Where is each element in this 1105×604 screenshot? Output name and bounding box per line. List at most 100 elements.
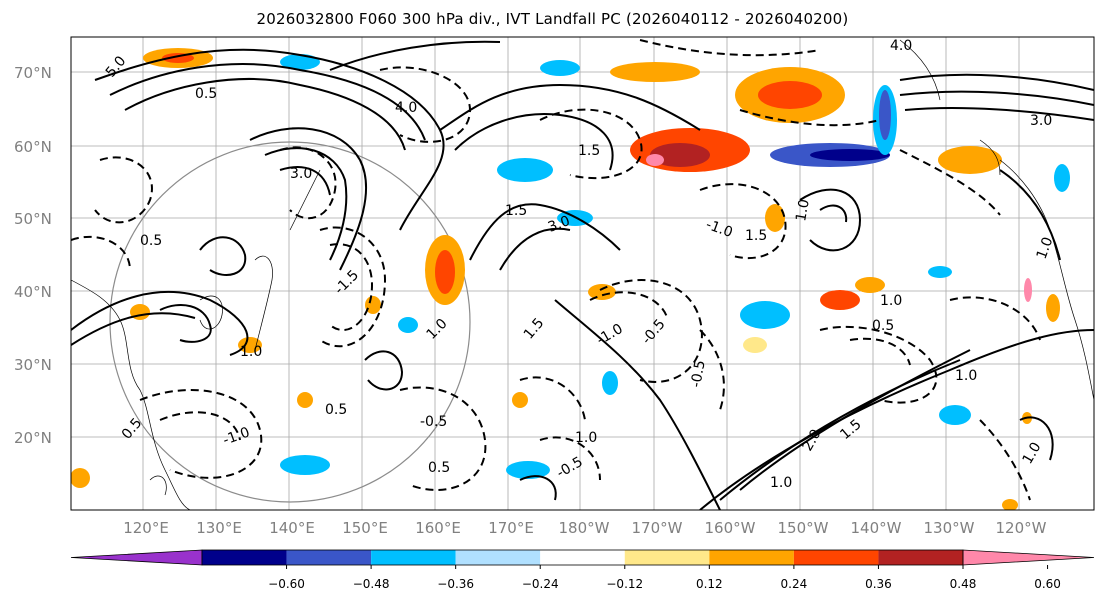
lon-tick-label: 130°E <box>196 519 242 537</box>
colorbar-outline <box>201 549 964 566</box>
contour-label: 1.0 <box>955 368 977 384</box>
colorbar-extend-max <box>962 549 1095 566</box>
colorbar-swatch <box>202 550 287 565</box>
lat-tick-label: 30°N <box>14 356 52 374</box>
lon-tick-label: 150°E <box>342 519 388 537</box>
contour-label: 0.5 <box>872 318 894 334</box>
fill-blob <box>820 290 860 310</box>
contour-dashed <box>71 39 1041 501</box>
fill-blob <box>646 154 664 166</box>
contour-solid <box>71 40 1094 510</box>
fill-blob <box>398 317 418 333</box>
contour-label: 3.0 <box>546 213 572 236</box>
contour-label: 0.5 <box>140 233 162 249</box>
fill-blob <box>1024 278 1032 302</box>
lon-tick-label: 160°W <box>705 519 756 537</box>
contour-label: -0.5 <box>420 414 447 430</box>
contour-label: 0.5 <box>325 402 347 418</box>
lon-tick-label: 160°E <box>415 519 461 537</box>
colorbar-tick-label: −0.36 <box>437 577 474 591</box>
colorbar-tick-label: 0.48 <box>950 577 977 591</box>
contour-label: 1.0 <box>575 430 597 446</box>
fill-blob <box>879 90 891 140</box>
fill-blob <box>506 461 550 479</box>
contour-label: 1.0 <box>793 198 813 223</box>
contour-label: 1.0 <box>1034 235 1057 261</box>
colorbar-tick-label: 0.24 <box>781 577 808 591</box>
colorbar-tick-label: 0.12 <box>696 577 723 591</box>
colorbar-tick-label: −0.60 <box>268 577 305 591</box>
lat-tick-label: 70°N <box>14 64 52 82</box>
contour-label: 3.0 <box>290 166 312 182</box>
lat-tick-label: 20°N <box>14 429 52 447</box>
fill-blob <box>497 158 553 182</box>
colorbar <box>70 549 1095 569</box>
colorbar-tick-label: −0.12 <box>606 577 643 591</box>
contour-label: 1.0 <box>240 344 262 360</box>
fill-blob <box>1046 294 1060 322</box>
lon-tick-label: 120°E <box>123 519 169 537</box>
fill-blob <box>740 301 790 329</box>
lon-axis: 120°E 130°E 140°E 150°E 160°E 170°E 180°… <box>123 519 1046 537</box>
fill-blob <box>297 392 313 408</box>
lat-tick-label: 50°N <box>14 210 52 228</box>
contour-label: 1.0 <box>880 293 902 309</box>
colorbar-swatch <box>793 550 879 565</box>
fill-blob <box>610 62 700 82</box>
fill-blob <box>365 296 381 314</box>
contour-label: 4.0 <box>395 100 417 116</box>
fill-blob <box>280 54 320 70</box>
lon-tick-label: 130°W <box>924 519 975 537</box>
colorbar-swatch <box>371 550 456 565</box>
fill-blob <box>743 337 767 353</box>
colorbar-swatch <box>455 550 541 565</box>
colorbar-swatch <box>709 550 794 565</box>
contour-label: 0.5 <box>428 460 450 476</box>
contour-label: 1.0 <box>770 475 792 491</box>
lat-tick-label: 60°N <box>14 138 52 156</box>
fill-blob <box>650 143 710 167</box>
contour-label: 1.5 <box>578 143 600 159</box>
fill-blob <box>588 284 616 300</box>
fill-blob <box>280 455 330 475</box>
lon-tick-label: 170°E <box>488 519 534 537</box>
fill-blob <box>938 146 1002 174</box>
fill-blob <box>71 468 90 488</box>
colorbar-tick-label: −0.24 <box>522 577 559 591</box>
lon-tick-label: 170°W <box>632 519 683 537</box>
colorbar-extend-min <box>70 549 203 566</box>
fill-blob <box>1054 164 1070 192</box>
fill-blob <box>1002 499 1018 510</box>
fill-blob <box>928 266 952 278</box>
contour-label: 4.0 <box>890 38 912 54</box>
contour-label: 1.5 <box>745 228 767 244</box>
colorbar-labels: −0.60 −0.48 −0.36 −0.24 −0.12 0.12 0.24 … <box>268 577 1061 591</box>
divergence-fill <box>71 48 1070 510</box>
contour-label: -0.5 <box>688 359 709 389</box>
fill-blob <box>810 149 890 161</box>
colorbar-swatch <box>624 550 710 565</box>
fill-blob <box>512 392 528 408</box>
fill-blob <box>765 204 785 232</box>
lon-tick-label: 140°E <box>269 519 315 537</box>
lon-tick-label: 120°W <box>996 519 1047 537</box>
map-title: 2026032800 F060 300 hPa div., IVT Landfa… <box>256 10 849 28</box>
colorbar-swatch <box>540 550 625 565</box>
fill-blob <box>602 371 618 395</box>
fill-blob <box>540 60 580 76</box>
fill-blob <box>855 277 885 293</box>
contour-label: 1.5 <box>505 203 527 219</box>
lon-tick-label: 180°W <box>559 519 610 537</box>
coastlines <box>71 39 1094 510</box>
lat-axis: 70°N 60°N 50°N 40°N 30°N 20°N <box>14 64 52 447</box>
range-circle <box>109 141 471 503</box>
colorbar-tick-label: −0.48 <box>353 577 390 591</box>
fill-blob <box>238 337 262 353</box>
plot-frame <box>70 36 1095 511</box>
lon-tick-label: 150°W <box>778 519 829 537</box>
lon-tick-label: 140°W <box>851 519 902 537</box>
lat-tick-label: 40°N <box>14 283 52 301</box>
fill-blob <box>435 250 455 294</box>
colorbar-tick-label: 0.36 <box>865 577 892 591</box>
